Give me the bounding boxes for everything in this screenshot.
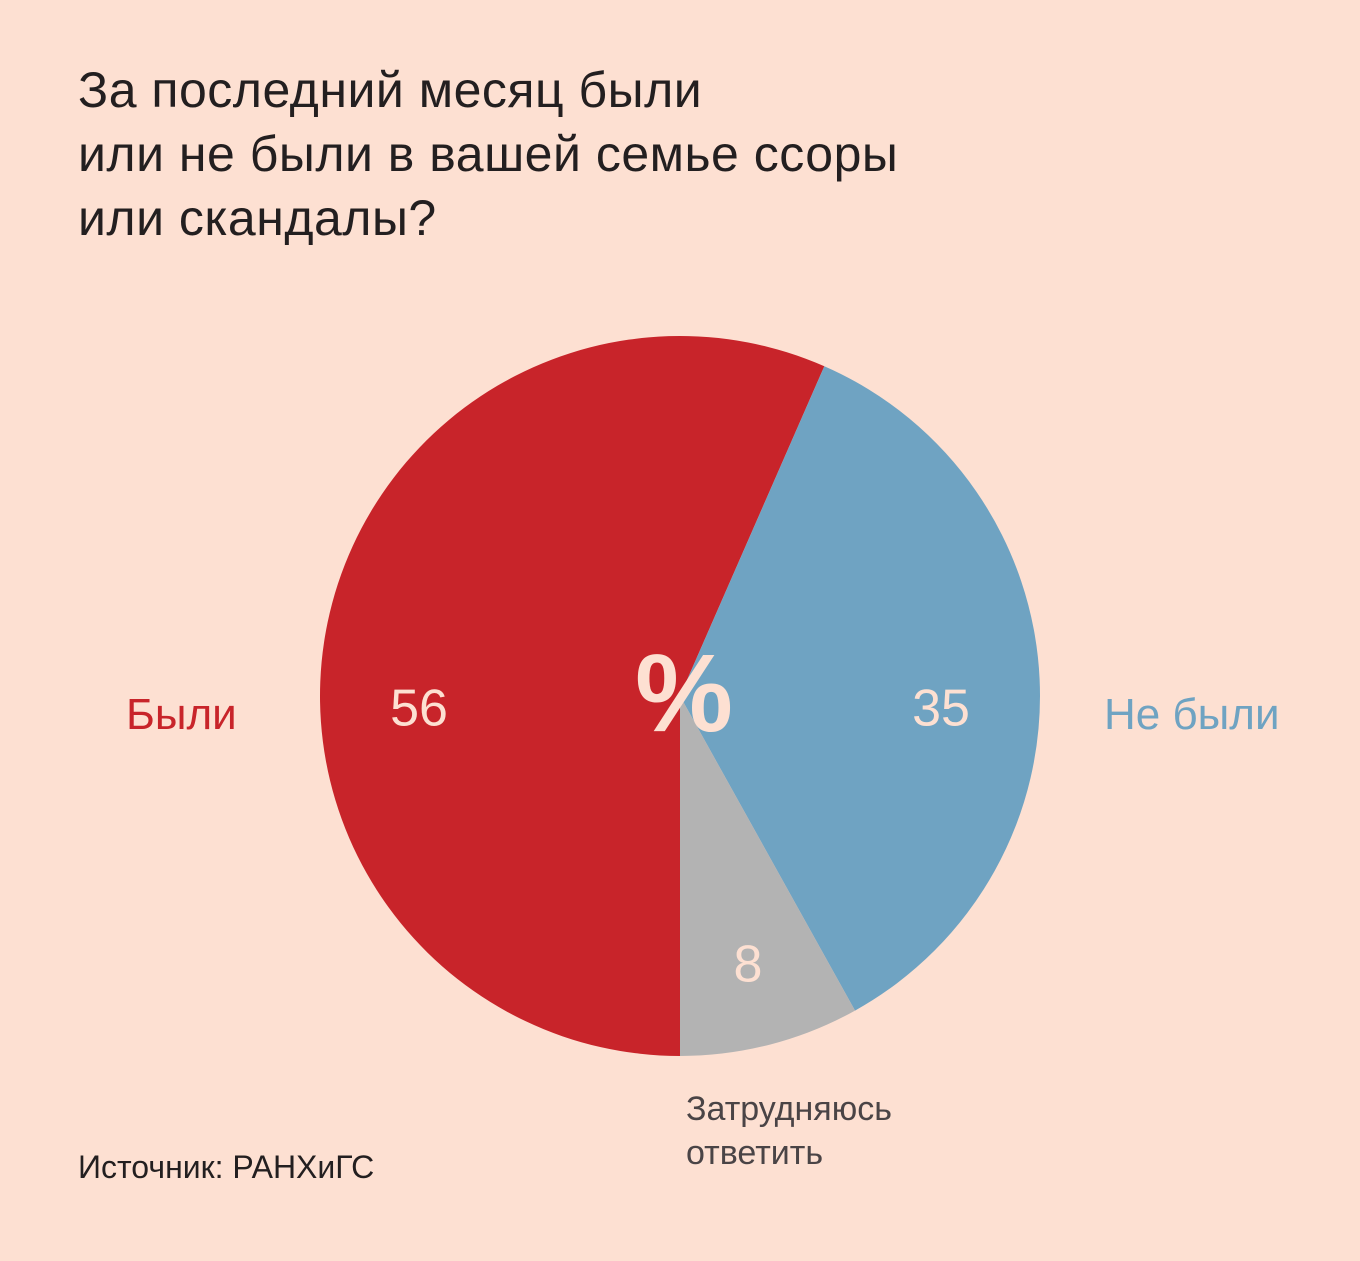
- title-line-2: или не были в вашей семье ссоры: [78, 126, 899, 182]
- legend-label-dont-know-line-2: ответить: [686, 1134, 824, 1172]
- source-note: Источник: РАНХиГС: [78, 1149, 375, 1185]
- value-label-no: 35: [912, 680, 970, 738]
- title-line-3: или скандалы?: [78, 190, 437, 246]
- chart-title: За последний месяц были или не были в ва…: [78, 58, 1078, 250]
- legend-label-dont-know: Затрудняюсь ответить: [686, 1087, 892, 1175]
- value-label-dont-know: 8: [734, 936, 763, 994]
- pie-slice-dont-know: [680, 696, 856, 1056]
- value-label-yes: 56: [390, 680, 448, 738]
- legend-label-dont-know-line-1: Затрудняюсь: [686, 1090, 892, 1128]
- title-line-1: За последний месяц были: [78, 62, 703, 118]
- legend-label-no: Не были: [1104, 690, 1280, 739]
- percent-symbol: %: [635, 632, 733, 755]
- pie-slice-yes: [320, 335, 825, 1056]
- legend-label-yes: Были: [126, 690, 237, 739]
- pie-slice-no: [680, 366, 1041, 1011]
